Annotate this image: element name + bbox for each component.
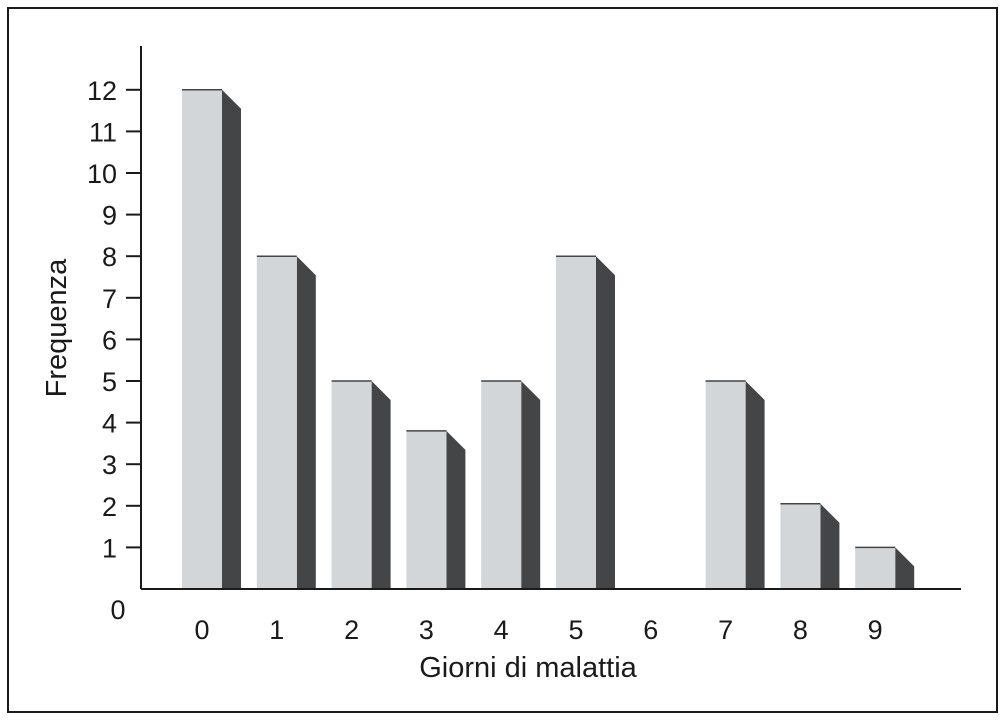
x-tick-label: 8 [793,615,808,645]
bar-side-3 [446,430,466,589]
x-tick-label: 0 [194,615,209,645]
x-axis-title: Giorni di malattia [419,652,637,684]
bar-8 [780,503,821,589]
x-tick-label: 5 [568,615,583,645]
bar-3 [406,430,447,589]
bar-1 [256,256,297,589]
x-axis-ticks: 0 1 2 3 4 5 6 7 8 9 [194,615,882,645]
bar-side-9 [895,547,915,589]
y-tick-label: 9 [102,201,117,231]
chart-frame [7,7,998,713]
bar-side-8 [820,503,840,589]
y-tick-label: 6 [102,325,117,355]
y-tick-label: 4 [102,409,117,439]
bar-side-0 [222,89,241,590]
x-tick-label: 7 [718,615,733,645]
bar-5 [556,256,596,589]
bar-2 [331,381,372,589]
bar-side-2 [371,381,391,589]
bars [182,89,915,590]
x-tick-label: 6 [643,615,658,645]
y-axis-title: Frequenza [41,258,73,398]
y-tick-label: 7 [102,284,117,314]
origin-tick-label: 0 [110,595,125,625]
bar-side-5 [596,256,615,589]
y-tick-label: 3 [102,450,117,480]
y-tick-label: 10 [87,159,117,189]
bar-0 [182,89,222,590]
x-tick-label: 2 [344,615,359,645]
bar-9 [855,547,896,589]
x-tick-label: 3 [419,615,434,645]
y-tick-label: 8 [102,242,117,272]
bar-side-4 [521,381,541,589]
bar-side-7 [745,381,765,589]
y-tick-label: 5 [102,367,117,397]
y-tick-label: 1 [102,533,117,563]
bar-4 [481,381,522,589]
y-tick-label: 2 [102,492,117,522]
y-tick-label: 11 [89,117,117,147]
x-tick-label: 9 [868,615,883,645]
y-tick-label: 12 [87,76,117,106]
bar-side-1 [296,256,316,589]
bar-7 [705,381,746,589]
x-tick-label: 4 [494,615,509,645]
x-tick-label: 1 [269,615,284,645]
